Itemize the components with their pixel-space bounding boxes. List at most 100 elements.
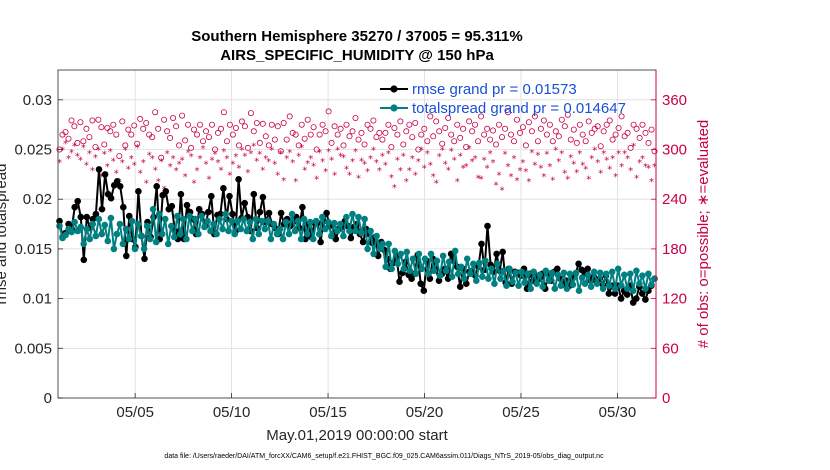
possible-obs-marker [585,118,592,125]
possible-obs-marker [352,115,359,122]
evaluated-obs-marker: * [126,165,131,176]
evaluated-obs-marker: * [604,156,609,167]
x-ticks: 05/05 05/10 05/15 05/20 05/25 05/30 [116,393,636,421]
evaluated-obs-marker: * [422,164,427,175]
possible-obs-marker [487,136,494,143]
evaluated-obs-marker: * [601,149,606,160]
evaluated-obs-marker: * [344,165,349,176]
totalspread-point [575,287,583,295]
totalspread-point [119,240,127,248]
possible-obs-marker [370,117,377,124]
possible-obs-marker [208,121,215,128]
totalspread-point [476,259,483,267]
evaluated-obs-marker: * [574,168,579,179]
evaluated-obs-marker: * [470,157,475,168]
rmse-point [101,171,109,178]
totalspread-point [189,227,196,235]
evaluated-obs-marker: * [132,160,137,171]
possible-obs-marker [211,146,218,153]
totalspread-point [454,270,462,278]
totalspread-point [621,271,628,279]
possible-obs-marker [427,113,434,120]
possible-obs-marker [385,121,392,128]
evaluated-obs-marker: * [458,151,463,162]
possible-obs-marker [484,125,491,132]
rmse-point [584,265,591,273]
possible-obs-marker [463,143,470,150]
possible-obs-marker [612,131,619,138]
totalspread-point [213,230,220,238]
possible-obs-marker [579,131,586,138]
evaluated-obs-marker: * [293,177,298,188]
possible-obs-marker [331,123,338,130]
possible-obs-marker [140,125,147,132]
possible-obs-marker [316,131,323,138]
possible-obs-marker [412,120,419,127]
totalspread-point [605,282,613,290]
possible-obs-marker [250,128,257,135]
totalspread-point [630,287,637,295]
rmse-point [642,296,649,303]
totalspread-point [367,227,374,235]
possible-obs-marker [466,118,473,125]
totalspread-point [578,274,586,282]
evaluated-obs-marker: * [323,167,328,178]
rmse-point [317,238,324,246]
possible-obs-marker [346,133,353,140]
evaluated-obs-marker: * [233,152,238,163]
evaluated-obs-marker: * [529,148,534,159]
possible-obs-marker [624,129,631,136]
totalspread-point [291,227,299,235]
rmse-point [256,208,264,216]
possible-obs-marker [355,136,362,143]
evaluated-obs-marker: * [452,156,457,167]
totalspread-point [86,235,93,243]
evaluated-obs-marker: * [431,172,436,183]
rmse-point [633,295,640,302]
evaluated-obs-marker: * [428,160,433,171]
totalspread-point [122,225,130,233]
legend-rmse-label: rmse grand pr = 0.01573 [412,81,577,98]
totalspread-point [382,263,390,271]
possible-obs-marker [403,128,410,135]
y2-tick-label: 360 [662,92,687,109]
possible-obs-marker [188,144,195,151]
x-tick-label: 05/30 [599,404,637,421]
possible-obs-marker [77,119,84,126]
totalspread-point [177,230,184,238]
totalspread-point [379,240,387,248]
evaluated-obs-marker: * [535,151,540,162]
totalspread-point [521,279,528,287]
totalspread-point [270,220,278,228]
totalspread-point [246,218,254,226]
totalspread-point [590,268,598,276]
totalspread-point [406,267,414,275]
possible-obs-marker [481,131,488,138]
possible-obs-marker [334,131,341,138]
possible-obs-marker [507,131,514,138]
possible-obs-marker [510,138,517,145]
rmse-point [116,183,124,190]
evaluated-obs-marker: * [413,170,418,181]
possible-obs-marker [301,135,308,142]
totalspread-point [545,277,553,285]
evaluated-obs-marker: * [365,167,370,178]
evaluated-obs-marker: * [299,143,304,154]
evaluated-obs-marker: * [221,147,226,158]
rmse-point [98,205,106,213]
totalspread-point [403,248,411,256]
evaluated-obs-marker: * [520,158,525,169]
possible-obs-marker [519,124,526,131]
evaluated-obs-marker: * [284,154,289,165]
possible-obs-marker [122,142,129,149]
x-tick-label: 05/05 [116,404,154,421]
evaluated-obs-marker: * [138,169,143,180]
possible-obs-marker [325,108,332,115]
rmse-point [420,287,428,295]
evaluated-obs-marker: * [503,150,508,161]
evaluated-obs-marker: * [305,159,310,170]
rmse-point [195,205,203,213]
evaluated-obs-marker: * [99,172,104,183]
possible-obs-marker [217,125,224,132]
evaluated-obs-marker: * [526,177,531,188]
